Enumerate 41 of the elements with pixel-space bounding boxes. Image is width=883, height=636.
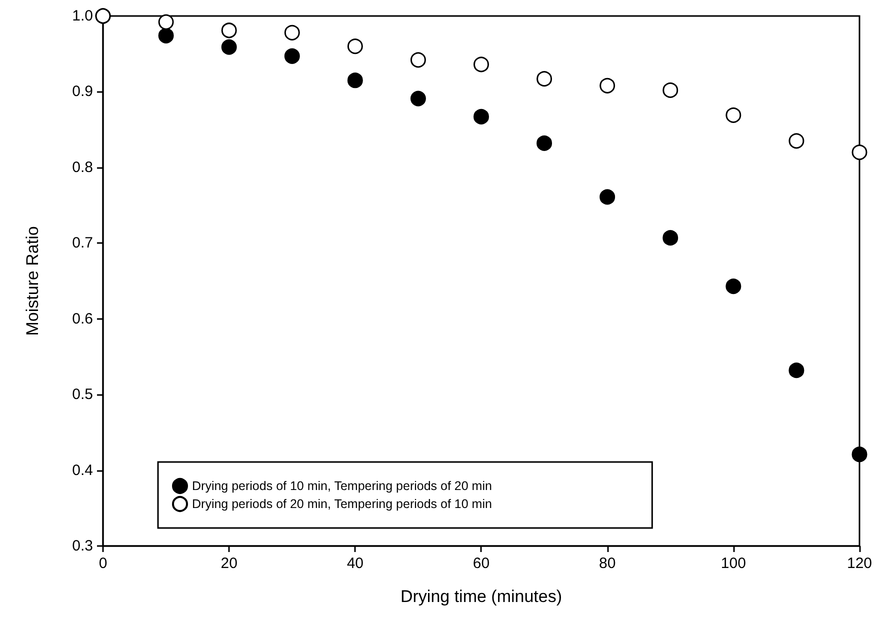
point [284, 24, 300, 40]
point [662, 82, 678, 98]
y-tick-label: 0.6 [72, 310, 93, 328]
point [726, 278, 742, 294]
point [474, 56, 489, 72]
point [410, 52, 426, 68]
point [852, 446, 868, 462]
point [221, 22, 237, 38]
point [600, 189, 616, 205]
point [347, 72, 363, 88]
x-tick-label: 100 [720, 555, 746, 572]
y-tick-label: 0.8 [72, 158, 93, 176]
point [852, 144, 868, 160]
point [284, 48, 300, 64]
point [221, 39, 237, 55]
point [662, 230, 678, 246]
x-axis-title: Drying time (minutes) [400, 587, 562, 606]
x-tick-label: 40 [346, 555, 364, 572]
point [600, 78, 616, 94]
x-tick-label: 0 [98, 555, 108, 572]
y-tick-label: 0.4 [72, 462, 93, 479]
point [410, 90, 426, 106]
legend-label: Drying periods of 20 min, Tempering periods of 10 min [192, 497, 492, 511]
x-tick-label: 20 [220, 555, 238, 572]
point [788, 362, 804, 378]
point [536, 71, 552, 87]
y-tick-label: 1.0 [72, 8, 93, 24]
x-tick-label: 120 [846, 555, 872, 572]
x-tick-label: 80 [598, 555, 616, 572]
point [474, 108, 489, 124]
y-axis-title: Moisture Ratio [23, 226, 42, 336]
point [788, 133, 804, 149]
y-tick-label: 0.9 [72, 83, 93, 100]
point [158, 28, 174, 44]
y-tick-label: 0.7 [72, 234, 93, 252]
point [536, 135, 552, 151]
point [347, 38, 363, 54]
y-tick-label: 0.3 [72, 538, 93, 554]
x-tick-label: 60 [472, 555, 490, 572]
legend-label: Drying periods of 10 min, Tempering periods of 20 min [192, 479, 492, 493]
y-tick-label: 0.5 [72, 386, 93, 404]
